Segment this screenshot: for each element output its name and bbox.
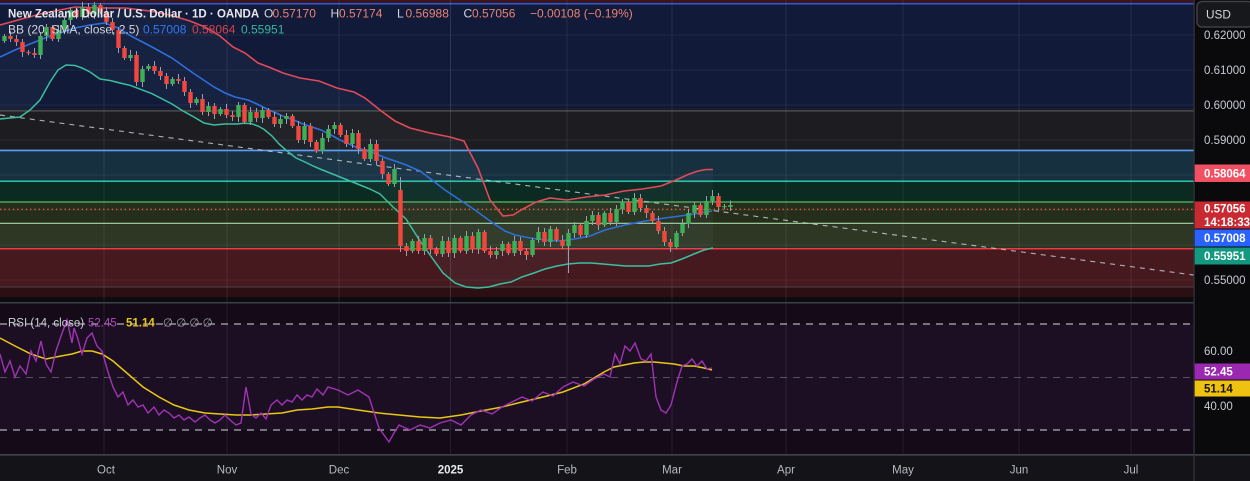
svg-text:52.45: 52.45 — [88, 318, 117, 330]
svg-text:Jul: Jul — [1124, 465, 1139, 477]
svg-text:−0.00108 (−0.19%): −0.00108 (−0.19%) — [530, 7, 633, 21]
svg-text:40.00: 40.00 — [1204, 401, 1233, 413]
svg-text:Feb: Feb — [557, 465, 577, 477]
svg-text:2025: 2025 — [438, 465, 464, 477]
svg-text:May: May — [892, 465, 914, 477]
svg-text:Apr: Apr — [777, 465, 795, 477]
svg-text:0.59000: 0.59000 — [1204, 135, 1246, 147]
svg-text:Jun: Jun — [1010, 465, 1029, 477]
svg-text:60.00: 60.00 — [1204, 346, 1233, 358]
svg-text:0.55000: 0.55000 — [1204, 275, 1246, 287]
svg-text:L: L — [397, 7, 404, 21]
svg-text:0.60000: 0.60000 — [1204, 100, 1246, 112]
svg-text:0.55951: 0.55951 — [1204, 251, 1246, 263]
svg-text:USD: USD — [1206, 8, 1231, 22]
svg-text:52.45: 52.45 — [1204, 367, 1233, 379]
svg-text:0.57008: 0.57008 — [143, 23, 187, 37]
svg-text:0.56988: 0.56988 — [406, 7, 450, 21]
svg-text:H: H — [331, 7, 340, 21]
svg-text:14:18:33: 14:18:33 — [1204, 217, 1250, 229]
svg-text:0.57008: 0.57008 — [1204, 233, 1246, 245]
svg-text:Nov: Nov — [217, 465, 238, 477]
svg-text:0.62000: 0.62000 — [1204, 30, 1246, 42]
svg-text:0.55951: 0.55951 — [241, 23, 285, 37]
svg-text:BB (20, SMA, close, 2.5): BB (20, SMA, close, 2.5) — [8, 23, 139, 37]
svg-text:0.57056: 0.57056 — [472, 7, 516, 21]
svg-text:Dec: Dec — [329, 465, 350, 477]
svg-text:0.58064: 0.58064 — [192, 23, 236, 37]
svg-text:0.58064: 0.58064 — [1204, 168, 1246, 180]
svg-text:51.14: 51.14 — [126, 318, 155, 330]
svg-text:0.57170: 0.57170 — [273, 7, 317, 21]
svg-text:O: O — [264, 7, 273, 21]
svg-text:0.61000: 0.61000 — [1204, 65, 1246, 77]
svg-text:0.57056: 0.57056 — [1204, 203, 1246, 215]
svg-text:∅ ∅ ∅ ∅: ∅ ∅ ∅ ∅ — [163, 318, 213, 330]
svg-text:Mar: Mar — [662, 465, 682, 477]
svg-text:New Zealand Dollar / U.S. Doll: New Zealand Dollar / U.S. Dollar · 1D · … — [8, 9, 259, 21]
svg-text:Oct: Oct — [97, 465, 116, 477]
svg-text:RSI (14, close): RSI (14, close) — [8, 318, 84, 330]
svg-text:C: C — [464, 7, 473, 21]
svg-text:0.57174: 0.57174 — [339, 7, 383, 21]
svg-text:51.14: 51.14 — [1204, 384, 1233, 396]
